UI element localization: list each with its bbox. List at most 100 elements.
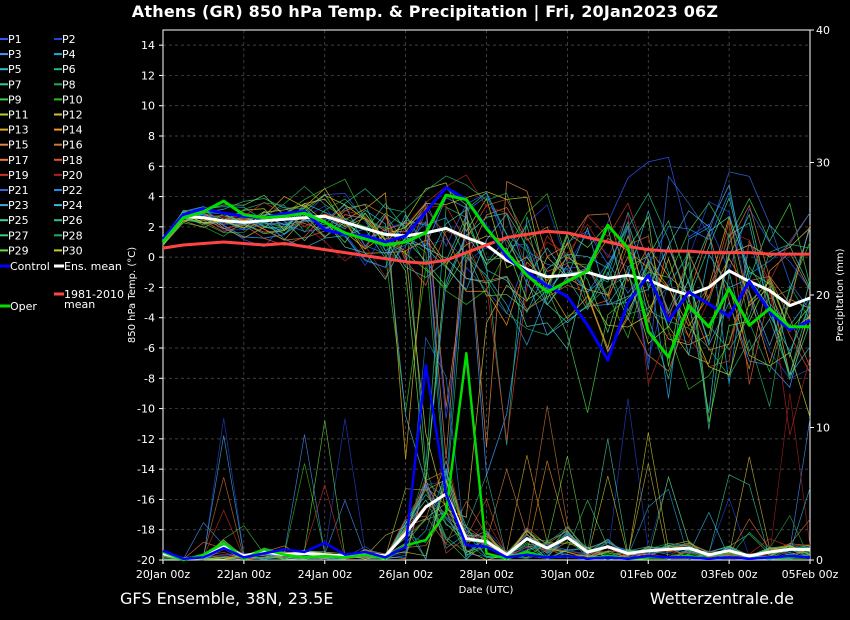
y-tick-label: -10 [137,403,155,416]
member-temp-line [162,203,811,408]
y2-tick-label: 30 [816,157,830,170]
legend-label: P3 [8,48,22,61]
legend-label: P28 [62,229,83,242]
y-tick-label: -8 [144,372,155,385]
x-tick-label: 30Jan 00z [540,568,594,581]
legend: P1 P2 P3 P4 P5 P6 P7 P8 P9 P10 P11 P12 P13 P14 P15 P16 P… [0,33,124,313]
y-tick-label: -2 [144,281,155,294]
member-temp-line [162,185,811,498]
member-temp-line [162,191,811,376]
member-temp-line [162,194,811,482]
y2-tick-label: 10 [816,422,830,435]
legend-label: Ens. mean [64,260,122,273]
y2-tick-label: 0 [816,554,823,567]
member-temp-line [162,198,811,385]
member-precip-line [162,476,811,560]
legend-label: P29 [8,244,29,257]
x-tick-label: 05Feb 00z [782,568,839,581]
legend-label: P13 [8,124,29,137]
x-tick-label: 24Jan 00z [298,568,352,581]
legend-label: P20 [62,169,83,182]
ensemble-member-lines [162,156,811,561]
legend-label: P2 [62,33,76,46]
legend-label: mean [64,298,95,311]
member-temp-line [162,188,811,381]
y-tick-label: 12 [141,69,155,82]
member-temp-line [162,201,811,441]
legend-label: Oper [10,300,37,313]
legend-label: P6 [62,63,76,76]
series-control [161,186,811,362]
y-tick-label: -6 [144,342,155,355]
legend-label: P26 [62,214,83,227]
legend-label: P19 [8,169,29,182]
member-precip-line [162,473,811,560]
member-temp-line [162,209,811,359]
member-temp-line [162,191,811,488]
legend-label: P23 [8,199,29,212]
legend-label: P27 [8,229,29,242]
x-tick-label: 22Jan 00z [217,568,271,581]
y-tick-label: 6 [148,160,155,173]
y-tick-label: 2 [148,221,155,234]
y-tick-label: -4 [144,312,155,325]
legend-label: P4 [62,48,76,61]
series-1981-2010-mean [162,229,810,265]
legend-label: P9 [8,93,22,106]
legend-label: P5 [8,63,22,76]
member-temp-line [162,175,811,407]
x-tick-label: 03Feb 00z [701,568,758,581]
member-temp-line [162,156,811,419]
y2-axis-label: Precipitation (mm) [835,248,846,341]
model-info: GFS Ensemble, 38N, 23.5E [120,589,334,608]
legend-label: P8 [62,78,76,91]
member-temp-line [162,206,811,399]
y2-tick-label: 40 [816,24,830,37]
y-tick-label: -14 [137,463,155,476]
legend-label: 1981-2010 [64,288,124,301]
y-tick-label: -20 [137,554,155,567]
legend-label: Control [10,260,50,273]
series-precip-control [162,363,811,560]
highlight-series [161,186,811,562]
chart-title: Athens (GR) 850 hPa Temp. & Precipitatio… [131,2,719,21]
y-tick-label: 10 [141,100,155,113]
member-precip-line [162,336,811,560]
legend-label: P14 [62,124,83,137]
legend-label: P11 [8,109,29,122]
legend-label: P21 [8,184,29,197]
y-axis-label: 850 hPa Temp. (°C) [127,247,138,343]
y-tick-label: 4 [148,191,155,204]
x-axis-label: Date (UTC) [459,585,514,596]
y-tick-label: -18 [137,524,155,537]
y2-tick-label: 20 [816,289,830,302]
series-oper [161,193,810,359]
legend-label: P15 [8,139,29,152]
y-tick-label: 14 [141,39,155,52]
legend-label: P1 [8,33,22,46]
legend-label: P12 [62,109,83,122]
legend-label: P16 [62,139,83,152]
legend-label: P30 [62,244,83,257]
legend-label: P7 [8,78,22,91]
member-temp-line [162,187,811,460]
legend-label: P17 [8,154,29,167]
x-tick-label: 26Jan 00z [379,568,433,581]
member-temp-line [162,210,811,377]
member-temp-line [162,198,811,518]
source-credit: Wetterzentrale.de [649,589,794,608]
y-tick-label: 8 [148,130,155,143]
legend-label: P24 [62,199,83,212]
legend-label: P22 [62,184,83,197]
x-tick-label: 28Jan 00z [459,568,513,581]
legend-label: P18 [62,154,83,167]
x-tick-label: 20Jan 00z [136,568,190,581]
y-tick-label: 0 [148,251,155,264]
y-tick-label: -16 [137,493,155,506]
x-tick-label: 01Feb 00z [620,568,677,581]
legend-label: P10 [62,93,83,106]
legend-label: P25 [8,214,29,227]
y-tick-label: -12 [137,433,155,446]
